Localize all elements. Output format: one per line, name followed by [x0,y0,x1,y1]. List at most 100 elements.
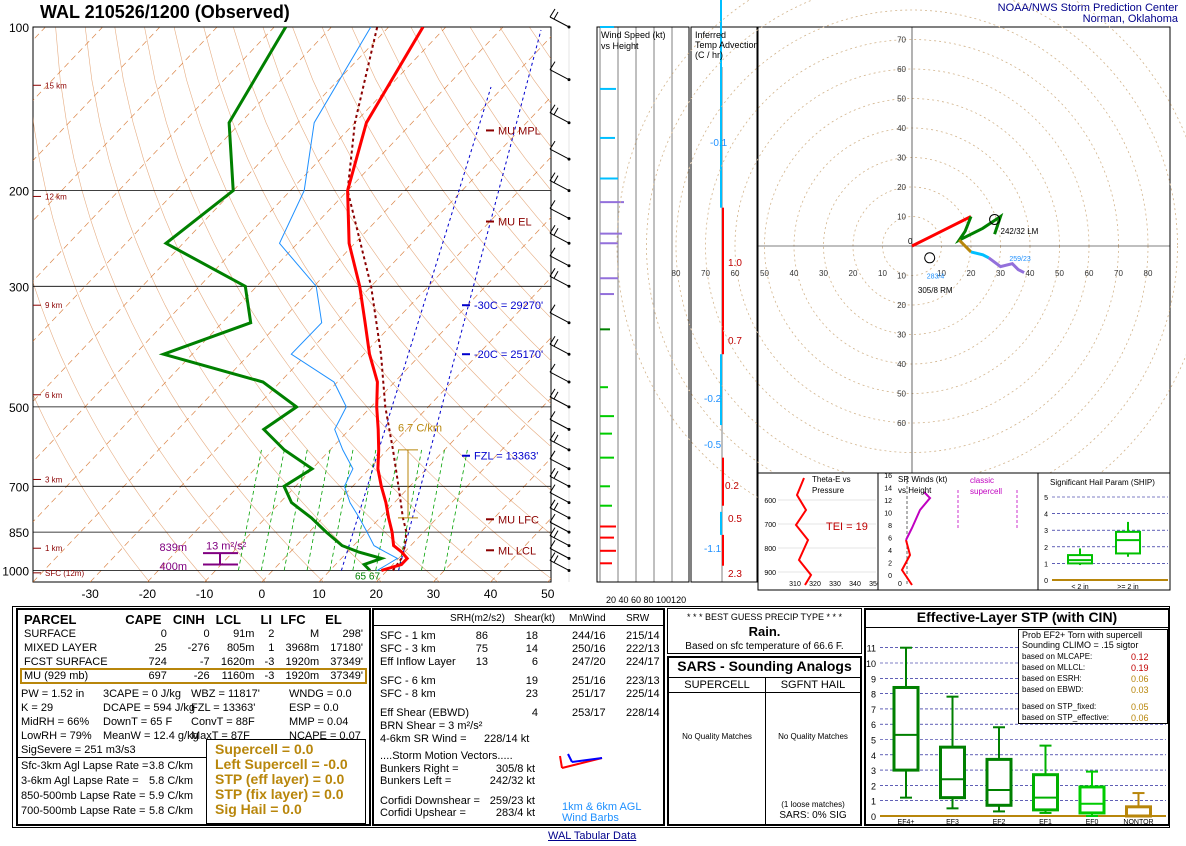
parcel-table: PARCEL CAPE CINH LCL LI LFC EL SURFACE 0 0… [20,612,367,684]
barb-flag [549,247,556,257]
hodo-xlabel: 20 [967,269,976,278]
el-header: EL [325,612,342,627]
hodo-ylabel: 10 [897,272,906,281]
hodo-xlabel: 40 [1026,269,1035,278]
parcel-cell: 3968m [285,642,320,654]
stp-prob-value: 0.06 [1131,713,1149,723]
temp-label: 10 [312,587,326,601]
hodo-trace [987,256,1025,274]
stp-box [985,757,1013,807]
barb-dot [567,352,571,356]
sars-box: SARS - Sounding Analogs SUPERCELL SGFNT … [667,656,862,826]
stp-xlabel: NONTOR [1123,819,1153,824]
org-line2: Norman, Oklahoma [1082,13,1178,25]
pressure-label: 100 [9,21,29,35]
stp-prob-line1: Prob EF2+ Torn with supercell [1022,630,1143,640]
tadv-bar [722,207,724,355]
hodo-trace [970,250,990,260]
barb-dot [567,25,571,29]
barb-staff [549,396,570,408]
parcel-cell: MU (929 mb) [24,670,89,682]
composite-param: Left Supercell = -0.0 [215,756,348,772]
kinematic-cell: Eff Shear (EBWD) [380,707,470,719]
pressure-label: 500 [9,401,29,415]
pressure-label: 300 [9,280,29,294]
srw-ylabel: 4 [888,548,892,555]
motion-value: 242/32 kt [489,775,535,787]
hodo-ylabel: 20 [897,183,906,192]
motion-label: Bunkers Left = [380,775,452,787]
index-value: LowRH = 79% [21,730,92,742]
stp-xlabel: EF3 [946,819,959,824]
tabular-data-link[interactable]: WAL Tabular Data [548,830,637,842]
hodo-rm-label: 305/8 RM [918,286,953,295]
pressure-label: 850 [9,526,29,540]
tadv-bar [720,397,722,426]
org-label: NOAA/NWS Storm Prediction Center Norman,… [998,3,1178,25]
divider [669,692,860,693]
lapse-value: 5.9 C/km [149,790,194,802]
barb-flag [553,391,559,400]
barb-dot [567,380,571,384]
shear-header: Shear(kt) [514,613,556,624]
isotherm [33,27,504,523]
temp-label: -30 [82,587,100,601]
m30-label: -30C = 29270' [474,300,543,312]
srw-ylabel: 16 [884,473,892,480]
tadv-bar [722,457,724,506]
barb-dot [567,264,571,268]
barb-flag [549,140,556,150]
srw-ylabel: 8 [888,523,892,530]
fzl-label: FZL = 13363' [474,451,538,463]
barb-flag [553,502,559,511]
divider [374,625,663,626]
srw-trace-low [900,539,913,586]
ship-ylabel: 3 [1044,528,1048,535]
lapse-label: 700-500mb Lapse Rate = [21,805,146,817]
tadv-title-1: Inferred [695,30,727,40]
hodo-xlabel: 50 [1055,269,1064,278]
composite-param: STP (eff layer) = 0.0 [215,771,345,787]
hodo-ring [616,0,1186,542]
stp-ylabel: 11 [867,644,876,654]
hodo-trace [911,215,972,248]
barb-staff [549,458,570,470]
barb-staff [549,69,570,81]
parcel-cell: -276 [187,642,210,654]
composite-box: Supercell = 0.0 Left Supercell = -0.0 STP … [206,739,366,824]
barb-flag [549,268,556,277]
tadv-value: 0.7 [728,336,742,347]
index-value: MeanW = 12.4 g/kg [103,730,199,742]
ship-panel [1037,472,1171,591]
tadv-bar [722,534,724,566]
barb-flag [553,338,559,347]
parcel-cell: 37349' [330,670,363,682]
barb-flag [549,513,556,523]
srw-ylabel: 10 [884,511,892,518]
kinematic-cell: 251/16 [572,675,606,687]
isotherm [33,36,551,582]
barb-flag [553,555,559,563]
parcel-cell: 37349' [330,656,363,668]
tadv-value: 0.5 [728,514,742,525]
kinematic-cell: 223/13 [626,675,660,687]
parcel-cell: 0 [203,628,210,640]
barb-flag [549,468,556,477]
barb-flag [553,471,559,479]
lapse-label: 6.7 C/km [398,423,442,435]
srw-note-1: classic [970,476,995,485]
index-value: ESP = 0.0 [289,702,339,714]
barb-staff [549,507,570,519]
barb-flag [549,61,556,70]
hodo-xlabel: 10 [937,269,946,278]
precip-note: Based on sfc temperature of 66.6 F. [685,641,844,652]
hodograph-frame [757,26,1171,474]
mu-el-label: MU EL [498,217,532,229]
temp-label: 0 [258,587,265,601]
motion-label: Corfidi Upshear = [380,807,466,819]
dry-adiabat [55,27,324,582]
kinematic-cell: Eff Inflow Layer [380,656,456,668]
barb-dot [567,157,571,161]
stp-prob-label: based on STP_fixed: [1022,702,1097,711]
